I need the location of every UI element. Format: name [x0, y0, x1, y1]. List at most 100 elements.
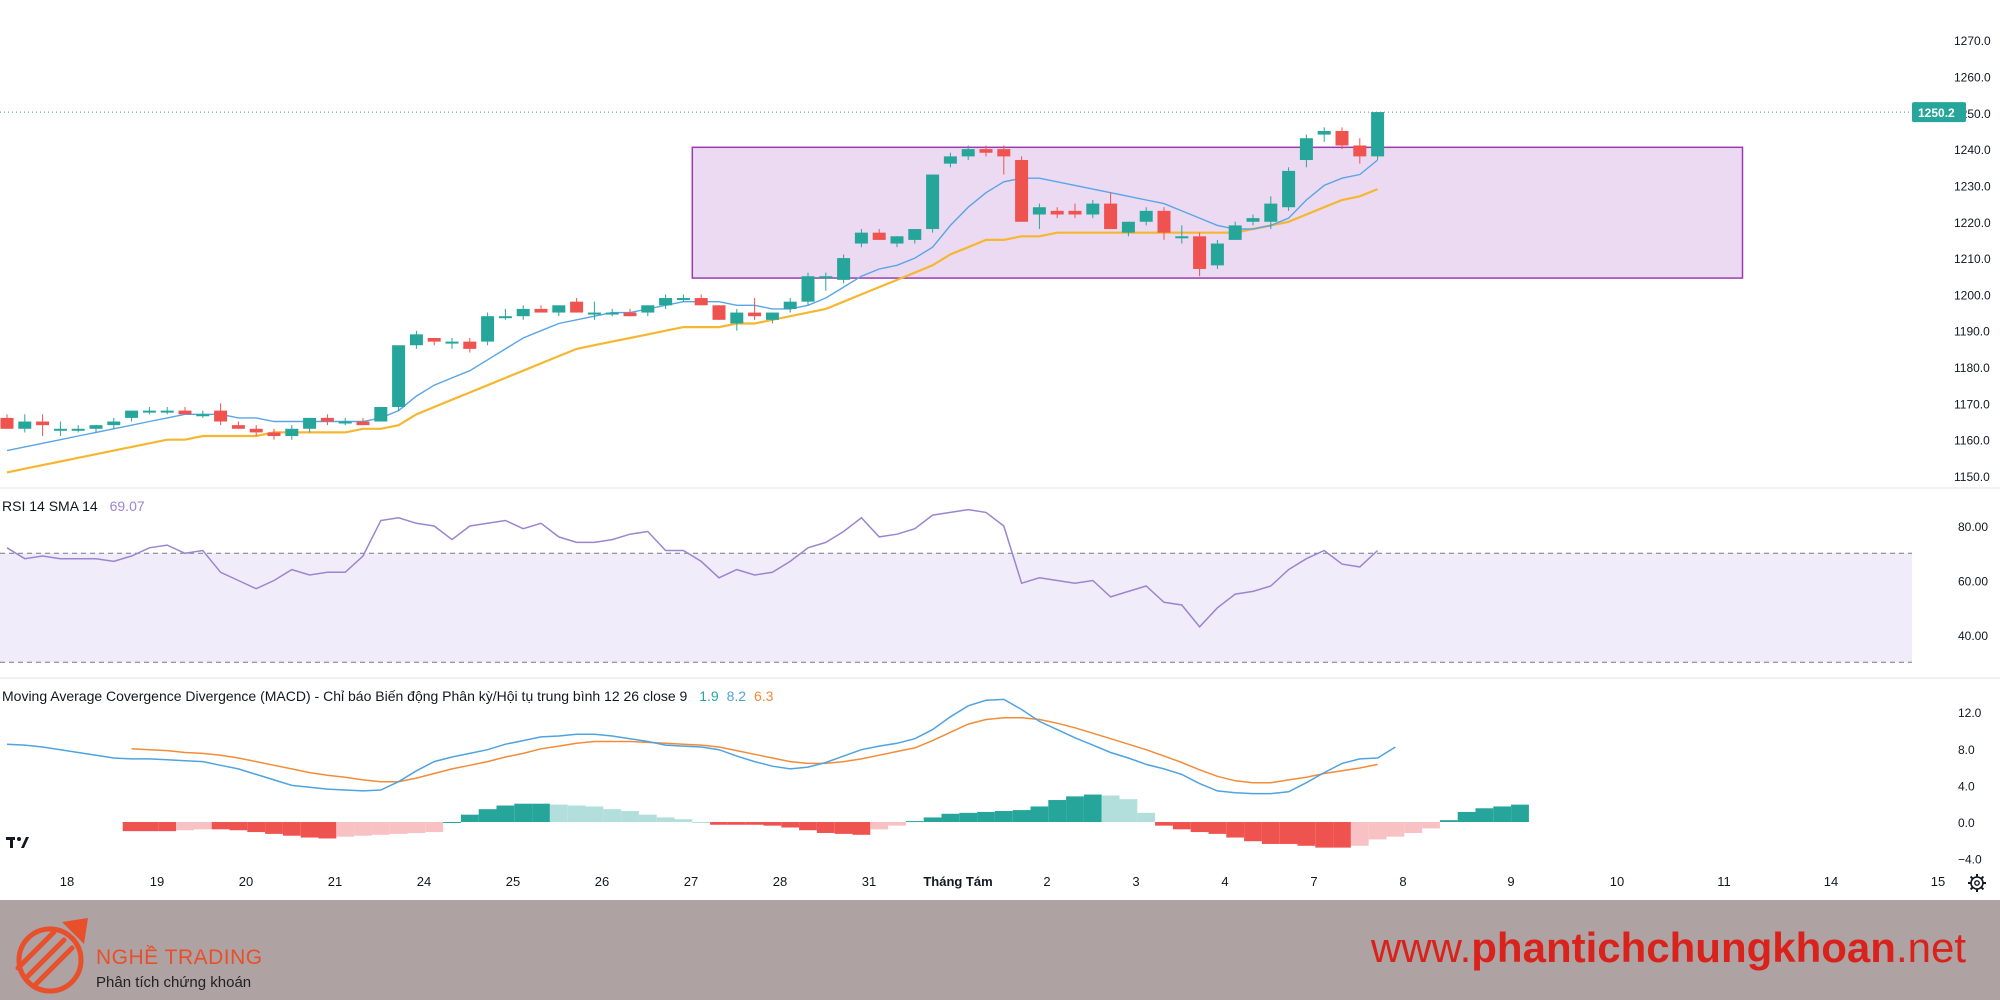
candle-up: [801, 276, 815, 302]
chart-area[interactable]: 1150.0 1160.0 1170.0 1180.0 1190.0 1200.0 1210…: [0, 0, 2000, 900]
x-axis-tick-label: 18: [60, 874, 74, 889]
macd-tick-label: 12.0: [1958, 706, 1982, 720]
macd-histogram-bar: [1333, 822, 1351, 848]
macd-label: Moving Average Covergence Divergence (MA…: [2, 688, 688, 704]
macd-histogram-bar: [1101, 795, 1120, 822]
macd-histogram-bar: [905, 821, 924, 823]
price-tick-label: 1260.0: [1954, 70, 1991, 84]
brand-logo: NGHỀ TRADING Phân tích chứng khoán: [14, 912, 274, 996]
website-url[interactable]: www.phantichchungkhoan.net: [1371, 924, 1966, 972]
macd-histogram-bar: [1030, 806, 1049, 822]
macd-histogram-bar: [211, 822, 230, 830]
macd-histogram-bar: [1511, 804, 1529, 822]
macd-histogram-bar: [371, 822, 390, 835]
macd-histogram-bar: [1368, 822, 1387, 840]
macd-histogram-bar: [549, 804, 568, 822]
x-axis-tick-label: 31: [862, 874, 876, 889]
candle-up: [605, 312, 619, 315]
macd-tick-label: 0.0: [1958, 816, 1975, 830]
candle-down: [320, 417, 334, 422]
last-price-label: 1250.2: [1918, 106, 1955, 120]
macd-histogram-bar: [585, 806, 604, 822]
macd-histogram-bar: [1083, 794, 1102, 822]
macd-histogram-bar: [674, 819, 693, 822]
macd-histogram-bar: [1137, 812, 1156, 822]
candle-up: [1246, 218, 1260, 222]
x-axis-tick-label: 26: [595, 874, 609, 889]
candle-up: [142, 410, 156, 413]
macd-tick-label: −4.0: [1958, 853, 1982, 867]
chart-canvas[interactable]: 1150.01160.01170.01180.01190.01200.01210…: [0, 0, 2000, 900]
candle-down: [1193, 236, 1207, 269]
macd-histogram-bar: [193, 822, 212, 830]
rsi-label: RSI 14 SMA 14: [2, 498, 98, 514]
macd-histogram-bar: [656, 817, 675, 822]
macd-histogram-bar: [300, 822, 319, 838]
x-axis-tick-label: 3: [1132, 874, 1139, 889]
macd-histogram-bar: [799, 822, 817, 831]
candle-down: [712, 305, 726, 320]
macd-histogram-bar: [567, 805, 586, 822]
macd-histogram-bar: [1261, 822, 1280, 844]
macd-tick-label: 4.0: [1958, 779, 1975, 793]
x-axis-tick-label: 8: [1399, 874, 1406, 889]
sma-blue-line: [6, 159, 1379, 452]
price-tick-label: 1190.0: [1954, 325, 1990, 339]
candle-down: [249, 428, 263, 433]
macd-histogram-bar: [1012, 810, 1031, 822]
candle-down: [1068, 210, 1082, 215]
price-tick-label: 1160.0: [1954, 434, 1990, 448]
footer-banner: [0, 900, 2000, 1000]
macd-histogram-bar: [389, 822, 408, 834]
macd-histogram-bar: [443, 822, 461, 823]
macd-histogram-bar: [532, 803, 550, 822]
x-axis-tick-label: Tháng Tám: [923, 874, 992, 889]
candle-up: [961, 149, 975, 157]
rsi-tick-label: 60.00: [1958, 575, 1988, 589]
settings-gear-icon[interactable]: [1967, 873, 1987, 893]
x-axis-tick-label: 25: [506, 874, 520, 889]
x-axis-tick-label: 10: [1610, 874, 1624, 889]
candle-up: [943, 156, 957, 164]
brand-title: NGHỀ TRADING: [96, 946, 263, 969]
price-tick-label: 1270.0: [1954, 34, 1991, 48]
candle-up: [1299, 138, 1313, 161]
x-axis-tick-label: 2: [1043, 874, 1050, 889]
candle-up: [837, 258, 851, 280]
rsi-value: 69.07: [109, 498, 145, 514]
macd-signal-line: [131, 716, 1378, 784]
macd-histogram-bar: [816, 822, 835, 833]
candle-up: [303, 417, 317, 429]
macd-histogram-bar: [229, 822, 248, 831]
macd-histogram-bar: [140, 822, 159, 832]
macd-histogram-bar: [1048, 800, 1067, 822]
macd-histogram-bar: [1439, 820, 1458, 822]
candle-up: [552, 305, 566, 313]
candle-up: [53, 428, 67, 431]
candle-up: [89, 425, 103, 429]
candle-down: [570, 301, 584, 313]
tradingview-logo-icon[interactable]: [4, 832, 32, 852]
candle-up: [498, 316, 512, 319]
macd-histogram-bar: [692, 822, 711, 823]
macd-histogram-bar: [1155, 822, 1173, 826]
macd-histogram-bar: [460, 814, 479, 822]
price-tick-label: 1180.0: [1954, 361, 1990, 375]
rsi-line: [6, 508, 1379, 628]
macd-histogram-bar: [1422, 822, 1440, 829]
x-axis-tick-label: 28: [773, 874, 787, 889]
candle-down: [36, 421, 50, 426]
macd-histogram-bar: [354, 822, 372, 836]
candle-down: [997, 149, 1011, 157]
candle-up: [890, 236, 904, 244]
candle-up: [1371, 112, 1385, 157]
candle-up: [71, 428, 85, 431]
macd-histogram-bar: [888, 822, 906, 826]
macd-histogram-bar: [247, 822, 266, 833]
macd-histogram-bar: [514, 803, 533, 822]
candle-down: [427, 337, 441, 342]
candle-up: [338, 421, 352, 424]
candle-down: [1050, 210, 1064, 215]
macd-histogram-bar: [1475, 808, 1494, 822]
macd-histogram-bar: [1404, 822, 1423, 833]
